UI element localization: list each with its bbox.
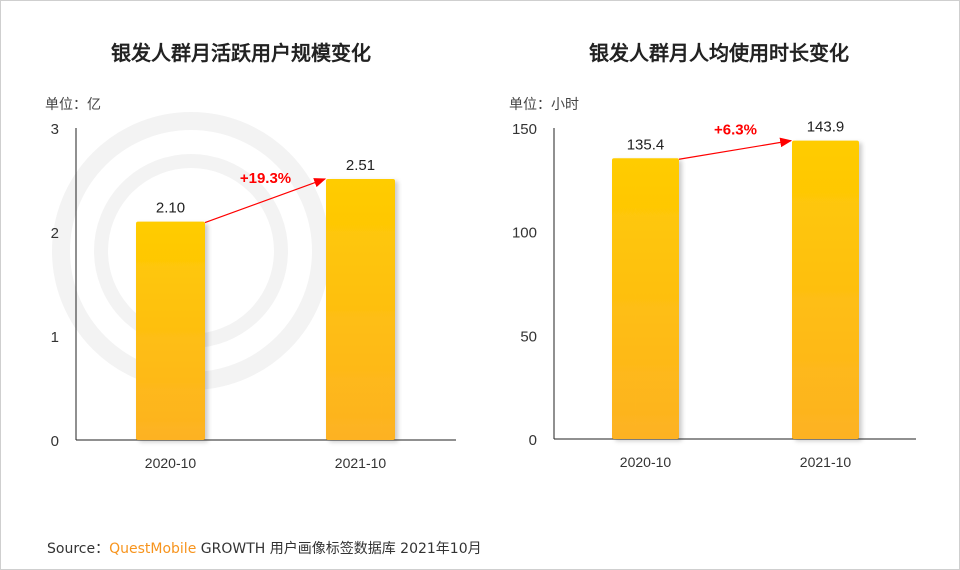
x-tick-label: 2020-10: [145, 455, 197, 471]
bar: [136, 221, 205, 440]
unit-label-left: 单位：亿: [45, 97, 101, 113]
growth-arrow: [678, 137, 793, 160]
chart-title-right: 银发人群月人均使用时长变化: [589, 41, 849, 65]
chart-title-left: 银发人群月活跃用户规模变化: [111, 41, 371, 65]
unit-label-right: 单位：小时: [509, 97, 579, 113]
x-tick-label: 2020-10: [620, 454, 672, 470]
y-tick-label: 0: [529, 432, 537, 449]
growth-label: +6.3%: [714, 122, 757, 139]
source-note: Source：QuestMobile GROWTH 用户画像标签数据库 2021…: [47, 538, 482, 558]
y-tick-label: 150: [512, 121, 537, 138]
growth-arrow: [204, 178, 327, 224]
source-suffix: GROWTH 用户画像标签数据库 2021年10月: [196, 541, 482, 557]
source-brand: QuestMobile: [109, 541, 197, 557]
y-tick-label: 2: [51, 225, 59, 242]
data-label: 2.10: [156, 200, 185, 217]
x-tick-label: 2021-10: [335, 455, 387, 471]
bar: [326, 178, 395, 440]
bar: [792, 140, 859, 439]
x-tick-label: 2021-10: [800, 454, 852, 470]
y-tick-label: 1: [51, 329, 59, 346]
source-prefix: Source：: [47, 541, 110, 557]
data-label: 143.9: [807, 119, 845, 136]
y-tick-label: 100: [512, 225, 537, 242]
data-label: 135.4: [627, 136, 665, 153]
bar: [612, 158, 679, 439]
data-label: 2.51: [346, 157, 375, 174]
y-tick-label: 3: [51, 121, 59, 138]
y-tick-label: 50: [520, 328, 537, 345]
y-tick-label: 0: [51, 433, 59, 450]
growth-label: +19.3%: [240, 170, 291, 187]
